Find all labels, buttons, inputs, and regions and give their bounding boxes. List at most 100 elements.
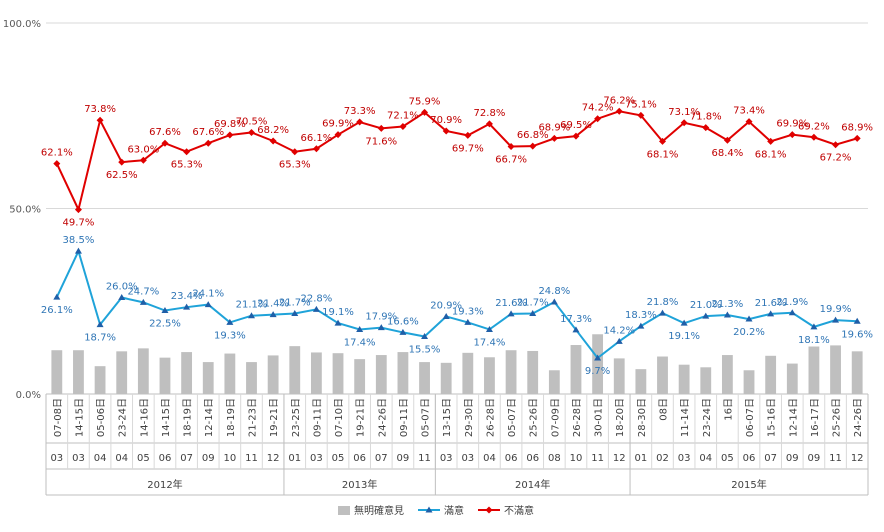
data-label: 17.4%	[474, 337, 506, 348]
data-point	[788, 131, 796, 139]
month-label: 03	[440, 453, 453, 464]
date-label: 05-07日	[507, 398, 518, 437]
date-label: 05-07日	[421, 398, 432, 437]
data-label: 22.8%	[301, 293, 333, 304]
data-point	[118, 158, 126, 166]
month-label: 09	[786, 453, 799, 464]
month-label: 05	[137, 453, 150, 464]
data-label: 21.1%	[236, 300, 268, 311]
data-point	[96, 116, 104, 124]
bar	[116, 351, 128, 394]
data-point	[226, 318, 234, 325]
data-point	[853, 134, 861, 142]
date-label: 05-06日	[96, 398, 107, 437]
data-point	[702, 124, 710, 132]
data-label: 22.5%	[149, 319, 181, 330]
data-label: 49.7%	[63, 218, 95, 229]
date-label: 07-09日	[550, 398, 561, 437]
data-label: 71.6%	[365, 136, 397, 147]
data-point	[810, 323, 818, 330]
data-label: 19.6%	[841, 329, 873, 340]
data-point	[637, 111, 645, 119]
data-point	[572, 132, 580, 140]
data-point	[529, 142, 537, 150]
legend-label: 無明確意見	[354, 504, 404, 517]
data-label: 72.1%	[387, 111, 419, 122]
data-point	[377, 324, 385, 331]
bar	[137, 348, 149, 394]
bar	[202, 362, 214, 394]
data-label: 14.2%	[603, 325, 635, 336]
data-label: 19.1%	[322, 307, 354, 318]
data-point	[74, 206, 82, 214]
date-label: 14-15日	[161, 398, 172, 437]
bar	[765, 355, 777, 394]
data-label: 23.4%	[171, 291, 203, 302]
month-label: 04	[699, 453, 712, 464]
bar	[786, 363, 798, 394]
month-label: 01	[288, 453, 301, 464]
data-point	[421, 108, 429, 116]
month-label: 03	[678, 453, 691, 464]
bar	[159, 357, 171, 394]
month-label: 11	[591, 453, 604, 464]
data-label: 17.4%	[344, 337, 376, 348]
data-point	[507, 310, 515, 317]
month-label: 04	[483, 453, 496, 464]
data-point	[183, 148, 191, 156]
data-point	[745, 315, 753, 322]
month-label: 07	[180, 453, 193, 464]
year-label: 2012年	[147, 478, 182, 491]
data-label: 18.3%	[625, 310, 657, 321]
bar	[851, 351, 863, 394]
data-label: 69.9%	[776, 119, 808, 130]
data-label: 19.1%	[668, 331, 700, 342]
data-label: 21.8%	[647, 297, 679, 308]
month-label: 02	[656, 453, 669, 464]
y-tick-label: 50.0%	[9, 205, 41, 216]
legend-swatch	[338, 506, 350, 515]
data-label: 75.1%	[625, 99, 657, 110]
data-label: 68.1%	[647, 149, 679, 160]
bar	[527, 350, 539, 394]
bar	[635, 369, 647, 394]
legend-label: 滿意	[444, 504, 464, 517]
month-label: 07	[764, 453, 777, 464]
data-label: 21.9%	[776, 297, 808, 308]
date-label: 23-24日	[702, 398, 713, 437]
bar	[310, 352, 322, 394]
date-label: 19-21日	[269, 398, 280, 437]
date-label: 26-28日	[572, 398, 583, 437]
data-label: 24.1%	[192, 289, 224, 300]
data-point	[832, 316, 840, 323]
date-label: 30-01日	[594, 398, 605, 437]
bar	[592, 334, 604, 394]
data-point	[464, 318, 472, 325]
data-label: 18.7%	[84, 333, 116, 344]
month-label: 07	[375, 453, 388, 464]
data-point	[226, 131, 234, 139]
data-label: 68.9%	[538, 122, 570, 133]
data-point	[572, 326, 580, 333]
data-point	[507, 143, 515, 151]
date-label: 09-11日	[312, 398, 323, 437]
date-label: 18-20日	[615, 398, 626, 437]
data-label: 68.9%	[841, 122, 873, 133]
data-point	[161, 139, 169, 147]
data-point	[810, 133, 818, 141]
date-label: 29-30日	[464, 398, 475, 437]
data-label: 26.1%	[41, 305, 73, 316]
data-label: 76.2%	[603, 95, 635, 106]
month-label: 11	[829, 453, 842, 464]
bar	[721, 355, 733, 394]
bar	[440, 362, 452, 394]
bar	[73, 350, 84, 394]
bar	[505, 350, 517, 394]
data-point	[269, 137, 277, 145]
data-point	[248, 128, 255, 136]
data-label: 66.7%	[495, 155, 527, 166]
legend-label: 不滿意	[504, 504, 534, 517]
data-point	[659, 137, 666, 145]
data-label: 72.8%	[474, 108, 506, 119]
